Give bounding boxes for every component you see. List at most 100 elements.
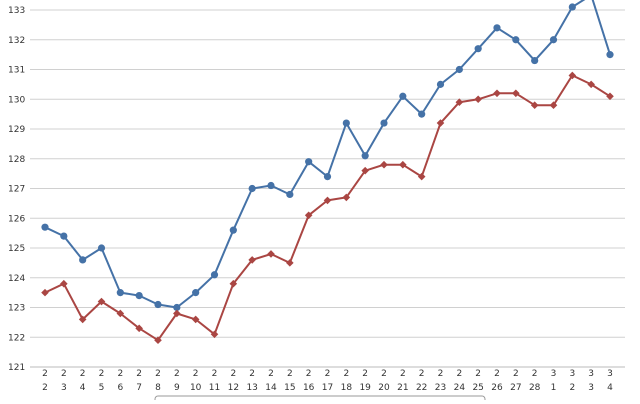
x-tick-month-label: 2 [419,369,425,379]
series-1-point [60,232,68,240]
series-1-point [493,24,501,32]
x-tick-day-label: 4 [607,383,613,393]
series-1-point [173,303,181,312]
x-tick-month-label: 2 [532,369,538,379]
x-tick-month-label: 2 [174,369,180,379]
series-2-point [41,288,49,297]
x-tick-month-label: 2 [155,369,161,379]
x-tick-month-label: 2 [494,369,500,379]
x-tick-month-label: 2 [400,369,406,379]
x-tick-month-label: 2 [230,369,236,379]
series-2-point [267,250,275,258]
series-2-point [342,193,351,202]
series-2-point [493,89,501,98]
x-tick-day-label: 6 [117,383,123,393]
series-2-point [436,119,445,127]
series-1-point [531,56,539,65]
x-tick-month-label: 2 [343,369,349,379]
x-tick-day-label: 17 [322,383,333,393]
series-1-point [606,51,614,59]
x-tick-day-label: 20 [378,383,390,393]
x-tick-day-label: 14 [265,383,277,393]
series-2-point [568,71,577,80]
x-tick-day-label: 4 [80,383,86,393]
x-tick-day-label: 15 [284,383,295,393]
x-tick-day-label: 9 [174,383,180,393]
y-tick-label: 132 [8,36,25,46]
y-tick-label: 122 [8,333,25,343]
series-2-point [248,256,256,264]
x-tick-day-label: 5 [99,383,105,393]
y-tick-label: 129 [8,125,25,135]
y-tick-label: 130 [8,95,25,105]
x-tick-month-label: 2 [513,369,519,379]
legend-box [154,395,486,404]
x-tick-day-label: 25 [472,383,483,393]
x-tick-month-label: 2 [325,369,331,379]
x-tick-day-label: 28 [529,383,541,393]
x-tick-day-label: 2 [569,383,575,393]
series-1-point [323,173,332,181]
x-tick-month-label: 3 [588,369,594,379]
x-tick-day-label: 3 [588,383,594,393]
y-tick-label: 121 [8,363,25,373]
x-tick-month-label: 3 [551,369,557,379]
series-1-point [135,292,143,300]
x-tick-day-label: 19 [359,383,371,393]
series-2-point [587,80,595,89]
y-tick-label: 124 [8,274,25,284]
x-tick-month-label: 2 [80,369,86,379]
series-2-point [229,279,238,288]
series-1-point [436,80,445,88]
series-2-point [173,309,181,318]
series-line-2 [44,74,611,342]
x-tick-month-label: 2 [42,369,48,379]
y-tick-label: 131 [8,66,25,76]
x-tick-day-label: 21 [397,383,408,393]
series-1-point [568,3,576,11]
x-tick-month-label: 2 [475,369,481,379]
x-tick-day-label: 18 [341,383,353,393]
series-group [41,0,614,345]
series-1-point [418,110,426,118]
series-1-point [116,289,124,297]
series-1-point [342,119,350,127]
x-tick-day-label: 3 [61,383,67,393]
x-tick-day-label: 22 [416,383,427,393]
x-tick-month-label: 2 [287,369,293,379]
x-tick-month-label: 2 [268,369,274,379]
x-tick-month-label: 2 [212,369,218,379]
series-1-point [361,152,369,160]
y-tick-label: 126 [8,214,25,224]
series-2-point [380,160,388,169]
series-1-point [267,181,275,190]
series-2-point [606,92,614,101]
x-tick-day-label: 8 [155,383,161,393]
series-2-point [417,172,426,181]
x-tick-month-label: 2 [61,369,67,379]
y-tick-label: 125 [8,244,25,254]
series-1-point [305,158,313,166]
y-tick-label: 133 [8,6,25,16]
x-tick-day-label: 13 [246,383,257,393]
series-1-point [79,256,87,264]
y-tick-label: 128 [8,155,25,165]
x-tick-day-label: 11 [209,383,220,393]
x-tick-month-label: 2 [193,369,199,379]
x-tick-day-label: 26 [491,383,503,393]
series-1-point [248,184,256,193]
series-1-point [210,271,219,279]
series-2-point [323,196,332,205]
x-tick-day-label: 12 [228,383,239,393]
series-1-point [41,223,49,231]
series-1-point [455,65,463,74]
series-1-point [380,119,388,127]
series-2-point [286,259,294,267]
series-2-point [361,166,369,175]
x-tick-day-label: 2 [42,383,48,393]
series-2-point [116,309,125,318]
x-tick-day-label: 7 [136,383,142,393]
series-1-point [286,190,294,199]
